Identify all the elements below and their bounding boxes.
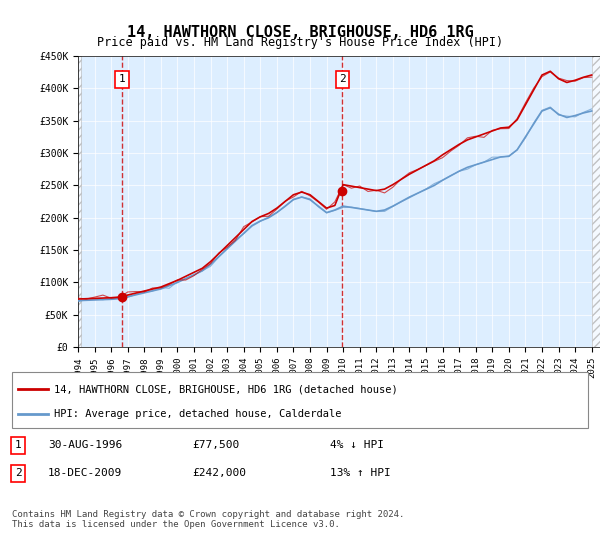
Text: 2: 2: [14, 468, 22, 478]
Bar: [78, 56, 82, 347]
Text: £242,000: £242,000: [192, 468, 246, 478]
Text: Contains HM Land Registry data © Crown copyright and database right 2024.
This d: Contains HM Land Registry data © Crown c…: [12, 510, 404, 529]
Text: 14, HAWTHORN CLOSE, BRIGHOUSE, HD6 1RG: 14, HAWTHORN CLOSE, BRIGHOUSE, HD6 1RG: [127, 25, 473, 40]
Text: £77,500: £77,500: [192, 440, 239, 450]
Text: 30-AUG-1996: 30-AUG-1996: [48, 440, 122, 450]
Text: 4% ↓ HPI: 4% ↓ HPI: [330, 440, 384, 450]
Text: 18-DEC-2009: 18-DEC-2009: [48, 468, 122, 478]
Text: 14, HAWTHORN CLOSE, BRIGHOUSE, HD6 1RG (detached house): 14, HAWTHORN CLOSE, BRIGHOUSE, HD6 1RG (…: [54, 384, 398, 394]
Bar: [592, 56, 600, 347]
Text: HPI: Average price, detached house, Calderdale: HPI: Average price, detached house, Cald…: [54, 409, 341, 419]
Text: 2: 2: [339, 74, 346, 85]
Text: 1: 1: [119, 74, 125, 85]
Text: 1: 1: [14, 440, 22, 450]
Text: 13% ↑ HPI: 13% ↑ HPI: [330, 468, 391, 478]
Text: Price paid vs. HM Land Registry's House Price Index (HPI): Price paid vs. HM Land Registry's House …: [97, 36, 503, 49]
